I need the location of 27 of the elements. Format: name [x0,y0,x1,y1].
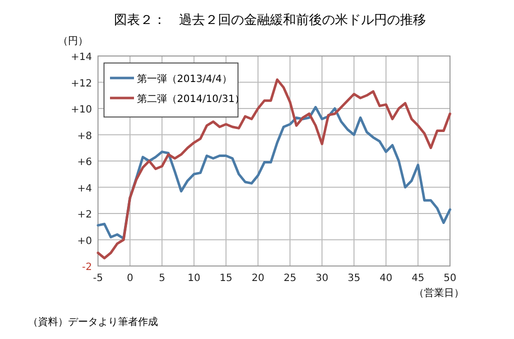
y-tick-label: +12 [70,78,92,90]
x-axis-title: （営業日） [414,287,464,299]
x-tick-label: 5 [158,273,166,284]
x-tick-label: 45 [412,273,424,284]
legend-label: 第一弾（2013/4/4） [137,73,232,85]
y-tick-label: +14 [70,52,92,63]
y-tick-label: +6 [77,157,92,168]
y-tick-label: +8 [77,130,92,142]
y-tick-label: +0 [77,236,92,247]
x-tick-label: 10 [188,273,200,284]
x-tick-label: 15 [220,273,232,284]
y-tick-label: -2 [82,262,92,273]
x-tick-label: 50 [444,273,456,284]
x-tick-label: 0 [126,273,134,284]
legend-label: 第二弾（2014/10/31） [137,93,245,105]
y-tick-label: +10 [70,104,92,116]
y-tick-label: +2 [77,210,92,220]
text: （資料）データより筆者作成 [28,316,158,328]
y-tick-label: +4 [77,183,92,194]
x-tick-label: 20 [252,273,264,284]
x-tick-label: 30 [316,273,328,284]
chart-title: 図表２： 過去２回の金融緩和前後の米ドル円の推移 [114,13,426,28]
x-tick-label: -5 [93,273,103,284]
x-tick-label: 35 [348,273,360,284]
y-axis-title: （円） [58,36,88,47]
x-tick-label: 40 [380,273,392,284]
x-tick-label: 25 [284,273,296,284]
